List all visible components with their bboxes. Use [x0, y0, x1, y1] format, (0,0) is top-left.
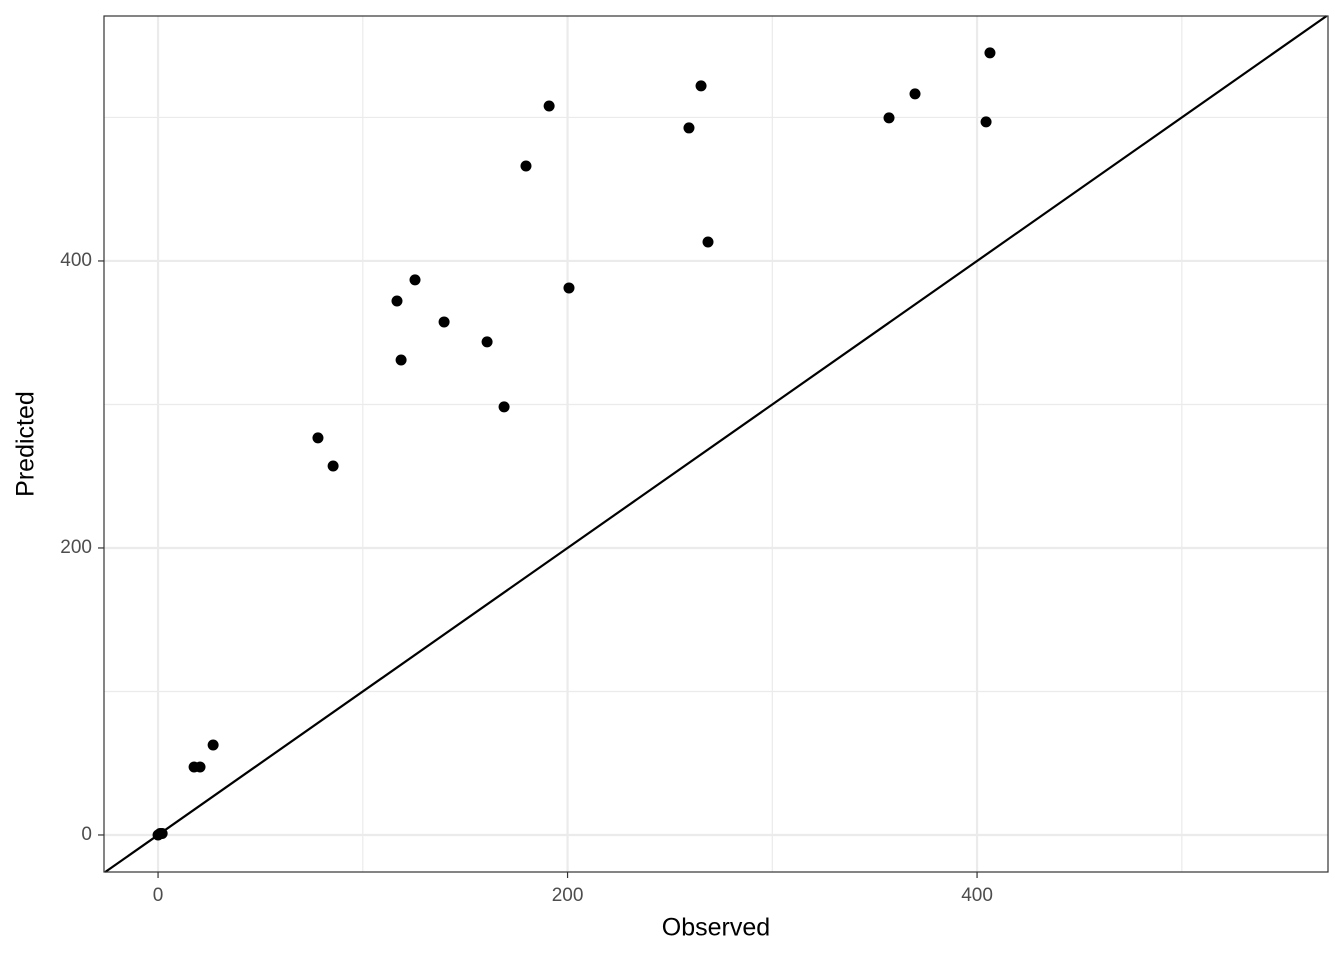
y-tick-label: 400 — [60, 250, 92, 271]
point — [327, 460, 339, 472]
point — [409, 274, 421, 286]
y-tick-label: 200 — [60, 537, 92, 558]
point — [883, 112, 895, 124]
y-axis-title: Predicted — [12, 391, 40, 497]
x-tick-label: 200 — [552, 885, 584, 906]
point — [438, 316, 450, 328]
point — [563, 282, 575, 294]
point — [498, 401, 510, 413]
identity-line — [104, 15, 1328, 873]
point — [391, 295, 403, 307]
point — [395, 354, 407, 366]
point — [695, 80, 707, 92]
point — [207, 739, 219, 751]
x-axis-title: Observed — [662, 914, 770, 942]
x-tick-label: 0 — [153, 885, 164, 906]
point — [909, 88, 921, 100]
point — [543, 100, 555, 112]
point — [683, 122, 695, 134]
point — [980, 116, 992, 128]
point — [702, 236, 714, 248]
point — [481, 336, 493, 348]
point — [194, 761, 206, 773]
x-tick-label: 400 — [961, 885, 993, 906]
point — [984, 47, 996, 59]
y-tick-label: 0 — [81, 824, 92, 845]
point — [520, 160, 532, 172]
point — [312, 432, 324, 444]
point — [156, 828, 168, 840]
plot-border — [103, 15, 1329, 873]
